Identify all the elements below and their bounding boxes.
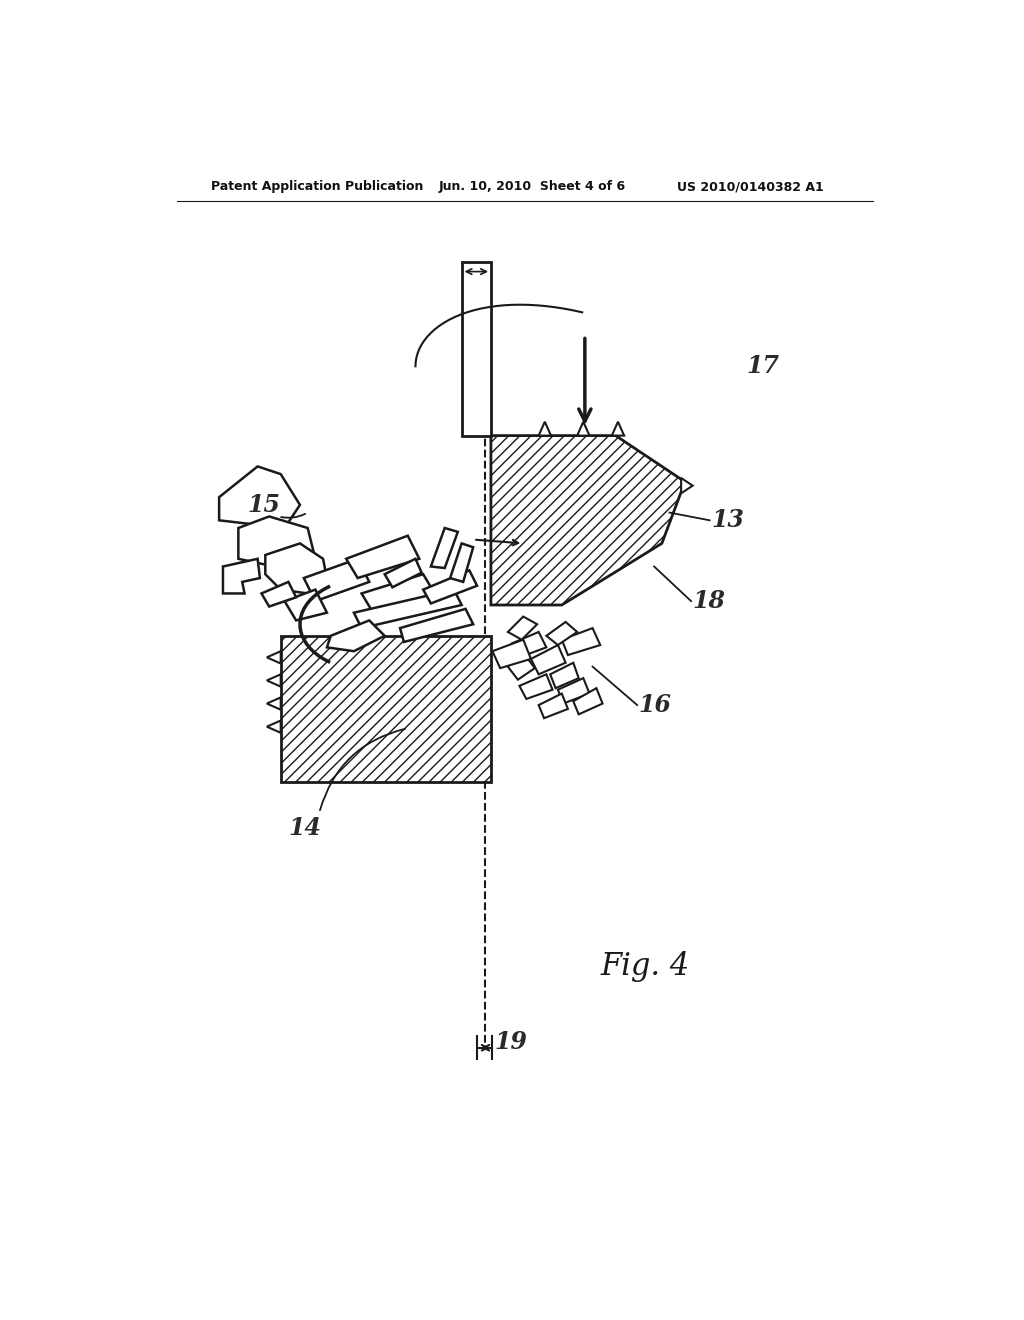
Polygon shape (285, 590, 327, 620)
Polygon shape (354, 590, 462, 628)
Polygon shape (431, 528, 458, 568)
Text: 19: 19 (494, 1031, 527, 1055)
Text: 18: 18 (692, 589, 726, 614)
Polygon shape (304, 558, 370, 601)
Polygon shape (327, 620, 385, 651)
Polygon shape (267, 675, 281, 686)
Text: 16: 16 (639, 693, 672, 717)
Text: Fig. 4: Fig. 4 (600, 952, 689, 982)
Polygon shape (531, 645, 565, 675)
Text: 15: 15 (248, 492, 281, 517)
Polygon shape (219, 466, 300, 528)
Polygon shape (385, 558, 422, 587)
Polygon shape (558, 678, 590, 704)
Polygon shape (578, 422, 590, 436)
Text: Jun. 10, 2010  Sheet 4 of 6: Jun. 10, 2010 Sheet 4 of 6 (438, 181, 626, 194)
Polygon shape (267, 651, 281, 664)
Polygon shape (573, 688, 602, 714)
Polygon shape (611, 422, 625, 436)
Polygon shape (512, 632, 547, 657)
Polygon shape (423, 570, 477, 603)
Text: Patent Application Publication: Patent Application Publication (211, 181, 424, 194)
Polygon shape (539, 422, 551, 436)
Polygon shape (451, 544, 473, 582)
Polygon shape (519, 675, 553, 700)
Polygon shape (281, 636, 490, 781)
Polygon shape (462, 263, 490, 436)
Polygon shape (400, 609, 473, 642)
Polygon shape (261, 582, 296, 607)
Polygon shape (361, 574, 435, 612)
Polygon shape (550, 663, 579, 688)
Polygon shape (539, 693, 568, 718)
Polygon shape (223, 558, 260, 594)
Polygon shape (493, 640, 531, 668)
Text: 14: 14 (289, 816, 322, 841)
Polygon shape (265, 544, 327, 594)
Polygon shape (346, 536, 419, 578)
Text: 13: 13 (712, 508, 744, 532)
Polygon shape (562, 628, 600, 655)
Polygon shape (681, 478, 692, 494)
Polygon shape (267, 721, 281, 733)
Polygon shape (508, 653, 535, 680)
Polygon shape (490, 436, 685, 605)
Polygon shape (267, 697, 281, 710)
Polygon shape (508, 616, 538, 640)
Text: 17: 17 (746, 354, 779, 379)
Polygon shape (239, 516, 315, 570)
Polygon shape (547, 622, 578, 645)
Text: US 2010/0140382 A1: US 2010/0140382 A1 (677, 181, 824, 194)
